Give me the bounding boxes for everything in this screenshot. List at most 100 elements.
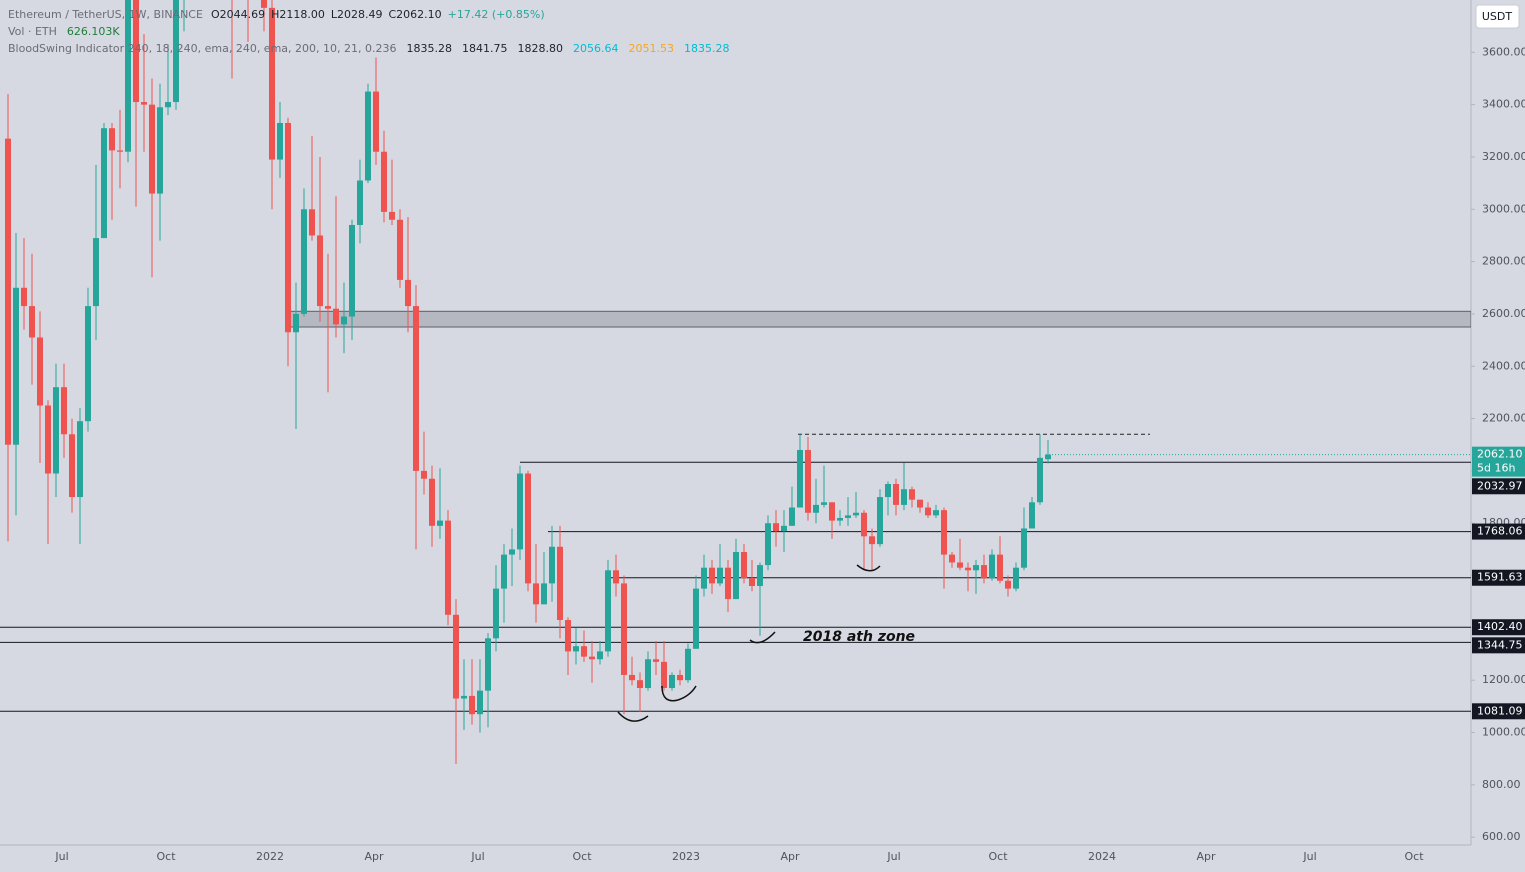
candle-body — [765, 523, 771, 566]
candle-body — [685, 648, 691, 681]
ohlc-value: L2028.49 — [331, 8, 383, 21]
y-tick-label: 800.00 — [1482, 778, 1521, 791]
candle-body — [645, 659, 651, 689]
current-price-box — [1472, 446, 1525, 477]
candle-body — [909, 489, 915, 500]
candle-body — [653, 659, 659, 662]
axes: 600.00800.001000.001200.001400.001600.00… — [54, 45, 1525, 863]
candle-body — [541, 583, 547, 605]
change: +17.42 (+0.85%) — [448, 8, 545, 21]
candle-body — [133, 0, 139, 103]
candle-body — [565, 620, 571, 652]
annotation-text: 2018 ath zone — [803, 629, 915, 645]
candle-body — [901, 489, 907, 505]
candle-body — [317, 235, 323, 307]
candle-body — [517, 473, 523, 550]
candle-body — [925, 507, 931, 516]
x-tick-label: Jul — [470, 850, 484, 863]
candle-body — [157, 107, 163, 194]
level-label: 1591.63 — [1477, 571, 1523, 584]
level-label: 1344.75 — [1477, 638, 1523, 651]
x-tick-label: Jul — [54, 850, 68, 863]
candle-body — [93, 238, 99, 307]
candle-body — [1021, 528, 1027, 568]
level-label-box — [1472, 478, 1525, 495]
candle-body — [725, 567, 731, 600]
candle-body — [789, 507, 795, 526]
legend-line: Ethereum / TetherUS, 1W, BINANCE O2044.69… — [8, 8, 545, 21]
candle-body — [781, 525, 787, 532]
x-tick-label: 2023 — [672, 850, 700, 863]
candle-body — [1029, 502, 1035, 529]
candle-body — [309, 209, 315, 236]
y-tick-label: 2800.00 — [1482, 255, 1525, 268]
candle-body — [501, 554, 507, 589]
candle-body — [677, 674, 683, 681]
indicator-name: BloodSwing Indicator 240, 18, 240, ema, … — [8, 42, 397, 55]
candle-body — [1045, 454, 1051, 460]
candle-body — [573, 646, 579, 652]
candle-body — [661, 661, 667, 689]
candle-body — [413, 306, 419, 471]
y-tick-label: 2200.00 — [1482, 412, 1525, 425]
ohlc-value: H2118.00 — [271, 8, 325, 21]
candle-body — [341, 316, 347, 325]
resistance-zone — [287, 310, 1471, 328]
y-tick-label: 3200.00 — [1482, 150, 1525, 163]
candle-body — [773, 523, 779, 532]
candle-body — [965, 567, 971, 571]
x-tick-label: Oct — [988, 850, 1008, 863]
candle-body — [509, 549, 515, 555]
candle-body — [757, 565, 763, 587]
level-label: 1081.09 — [1477, 704, 1523, 717]
candle-body — [101, 128, 107, 239]
candle-body — [389, 211, 395, 220]
candle-body — [557, 546, 563, 621]
candle-body — [461, 695, 467, 699]
doodle — [617, 711, 649, 722]
candle-body — [853, 512, 859, 516]
candle-body — [813, 504, 819, 513]
x-tick-label: Apr — [780, 850, 800, 863]
candle-body — [469, 695, 475, 715]
candle-body — [109, 128, 115, 151]
candle-body — [21, 287, 27, 307]
candle-body — [709, 567, 715, 584]
doodle — [749, 631, 776, 644]
candle-body — [333, 308, 339, 325]
candle-body — [869, 536, 875, 545]
candle-body — [141, 102, 147, 105]
y-tick-label: 3000.00 — [1482, 202, 1525, 215]
x-tick-label: Oct — [1404, 850, 1424, 863]
x-tick-label: Oct — [156, 850, 176, 863]
doodle — [856, 564, 881, 572]
candle-body — [525, 473, 531, 584]
candle-body — [485, 638, 491, 691]
currency-button-label[interactable]: USDT — [1482, 10, 1513, 23]
candle-body — [381, 151, 387, 212]
candle-body — [453, 614, 459, 699]
candle-body — [981, 565, 987, 579]
currency-button[interactable] — [1475, 4, 1520, 29]
annotation-doodles — [617, 564, 881, 722]
symbol: Ethereum / TetherUS, 1W, BINANCE — [8, 8, 203, 21]
candle-body — [165, 102, 171, 108]
candle-body — [493, 588, 499, 639]
candle-body — [373, 91, 379, 152]
candle-body — [549, 546, 555, 584]
candle-body — [949, 554, 955, 563]
level-label-box — [1472, 637, 1525, 654]
candle-body — [837, 517, 843, 521]
candle-body — [293, 313, 299, 333]
indicator-value: 1835.28 — [684, 42, 730, 55]
candle-body — [365, 91, 371, 181]
candle-body — [877, 497, 883, 545]
candle-body — [669, 674, 675, 689]
level-label-box — [1472, 569, 1525, 586]
candle-body — [301, 209, 307, 314]
candle-body — [1005, 580, 1011, 589]
volume-legend: Vol · ETH 626.103K — [8, 25, 120, 38]
candle-body — [477, 690, 483, 715]
candle-body — [1037, 457, 1043, 503]
